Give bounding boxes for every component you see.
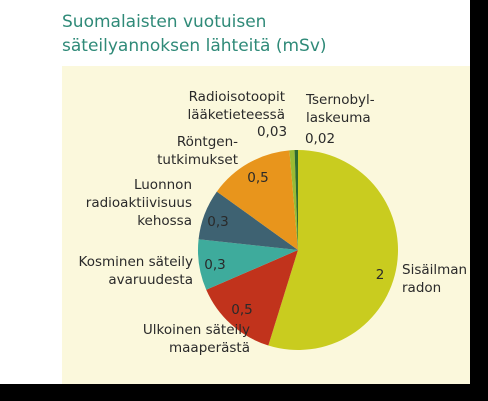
pie-slice — [294, 150, 298, 250]
category-label: Kosminen säteily avaruudesta — [79, 254, 193, 288]
pie-slice — [268, 150, 399, 351]
pie-slice — [289, 150, 298, 250]
category-label: Luonnon radioaktiivisuus kehossa — [86, 177, 192, 229]
category-label: Röntgen-tutkimukset — [157, 134, 238, 168]
category-label: Radioisotoopit lääketieteessä — [187, 89, 285, 123]
category-label: Tsernobyl-laskeuma — [305, 92, 375, 126]
category-label: Ulkoinen säteily maaperästä — [143, 322, 250, 356]
value-label: 0,3 — [204, 257, 225, 273]
value-label: 0,5 — [247, 170, 268, 186]
pie-slice — [206, 250, 298, 346]
pie-slice — [198, 191, 298, 250]
pie-slice — [198, 239, 298, 290]
value-label: 0,02 — [305, 131, 335, 147]
value-label: 2 — [376, 267, 385, 283]
value-label: 0,3 — [207, 214, 228, 230]
chart-title: Suomalaisten vuotuisen säteilyannoksen lä… — [62, 12, 327, 56]
value-label: 0,03 — [257, 124, 287, 140]
value-label: 0,5 — [231, 302, 252, 318]
pie-slice — [216, 150, 298, 250]
category-label: Sisäilman radon — [402, 262, 467, 296]
